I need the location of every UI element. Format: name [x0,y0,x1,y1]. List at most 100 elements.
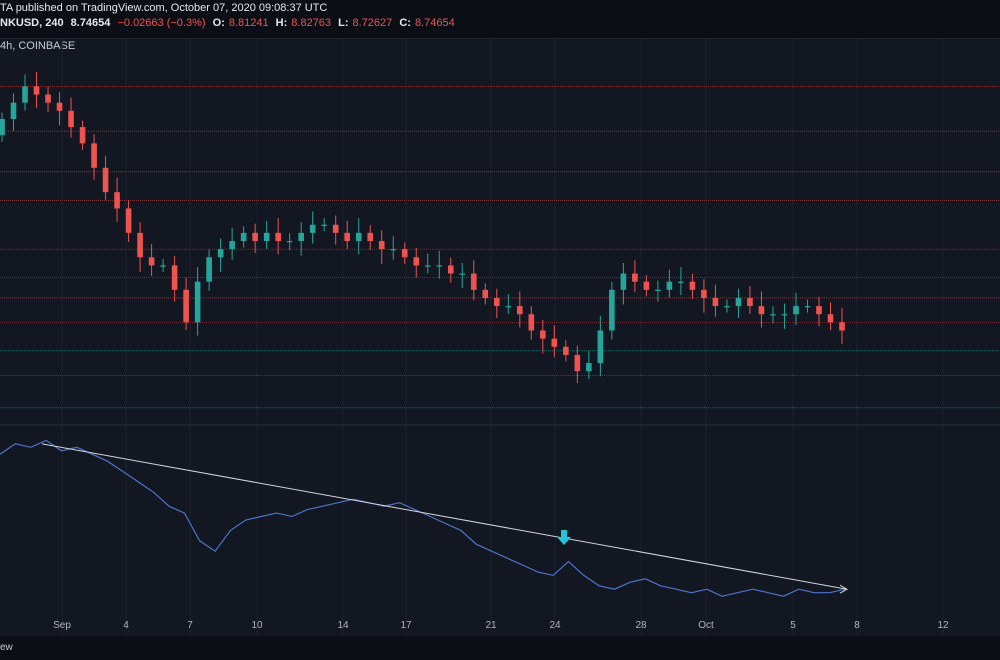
candle [102,167,109,193]
candle [378,241,385,250]
candle [620,273,627,290]
candle [436,265,443,267]
candle [22,86,28,103]
candle [827,314,834,323]
candle [528,314,535,331]
last-price: 8.74654 [70,17,111,29]
candle [298,232,304,241]
candle [79,127,86,144]
candle [597,330,604,364]
timeframe-exchange: 4h, COINBASE [0,40,76,52]
candle [183,289,189,323]
candle [551,338,558,347]
x-tick-label: 14 [337,620,349,631]
candle [309,224,316,233]
bottom-label: ew [0,642,13,653]
open-value: 8.81241 [228,17,269,29]
x-tick-label: 4 [123,620,129,631]
candle [217,249,224,258]
candle [447,265,454,274]
candle [505,306,512,308]
candle [459,273,466,275]
candle [0,118,5,136]
candle [574,354,581,372]
candle [586,363,592,372]
candle [712,297,719,307]
low-label: L: [338,17,349,29]
symbol-ohlc-line: NKUSD, 240 8.74654 −0.02663 (−0.3%) O: 8.… [0,17,459,29]
candle [171,265,178,290]
close-label: C: [399,17,411,29]
x-tick-label: 28 [635,620,647,631]
candle [137,232,143,258]
x-tick-label: 10 [251,620,263,631]
candle [701,289,707,298]
candle [344,232,351,241]
candle [240,232,247,241]
candle [194,281,201,323]
candle [390,249,397,251]
candle [160,265,166,267]
x-tick-label: 17 [400,620,412,631]
candle [643,281,650,290]
candle [263,232,270,241]
trendline-arrowhead [839,584,849,594]
candle [45,94,51,103]
indicator-line [0,439,846,597]
candle [770,314,776,316]
x-tick-label: 7 [187,620,193,631]
candle [632,273,638,282]
candle [816,306,822,315]
candle [148,257,155,266]
candle [678,281,684,283]
change-value: −0.02663 (−0.3%) [117,17,206,29]
low-value: 8.72627 [352,17,393,29]
x-tick-label: 12 [937,620,949,631]
candle [252,232,258,241]
candle [367,232,374,241]
symbol-label: NKUSD, 240 [0,17,64,29]
candle [206,257,212,282]
candle [275,232,281,241]
candle [758,306,765,315]
x-tick-label: 8 [854,620,860,631]
x-tick-label: 5 [790,620,796,631]
candle [493,297,500,307]
open-label: O: [212,17,225,29]
down-arrow-icon [557,530,571,545]
candle [413,257,420,266]
candle [56,102,63,111]
high-label: H: [275,17,288,29]
candle [424,265,431,267]
trendline [41,443,848,590]
candle [470,273,477,290]
candle [655,289,661,292]
x-tick-label: Oct [698,620,714,631]
candle [114,192,120,209]
candle [793,306,799,315]
candle [33,86,40,95]
x-tick-label: Sep [53,620,71,631]
candle [563,346,569,355]
candle [609,289,615,331]
candle [517,306,523,315]
candle [839,322,845,331]
candle [482,289,489,298]
chart-header: TA published on TradingView.com, October… [0,0,1000,39]
candle [91,143,97,168]
candle [229,241,235,250]
high-value: 8.82763 [291,17,332,29]
close-value: 8.74654 [414,17,455,29]
candle [355,232,362,241]
candle [10,102,17,119]
bottom-bar: ew [0,636,1000,660]
candle [735,297,742,307]
candle [401,249,408,258]
candle [747,297,753,307]
candle [68,110,74,128]
candle [804,306,811,308]
candle [724,306,730,308]
candle [666,281,673,290]
candle [286,241,293,243]
